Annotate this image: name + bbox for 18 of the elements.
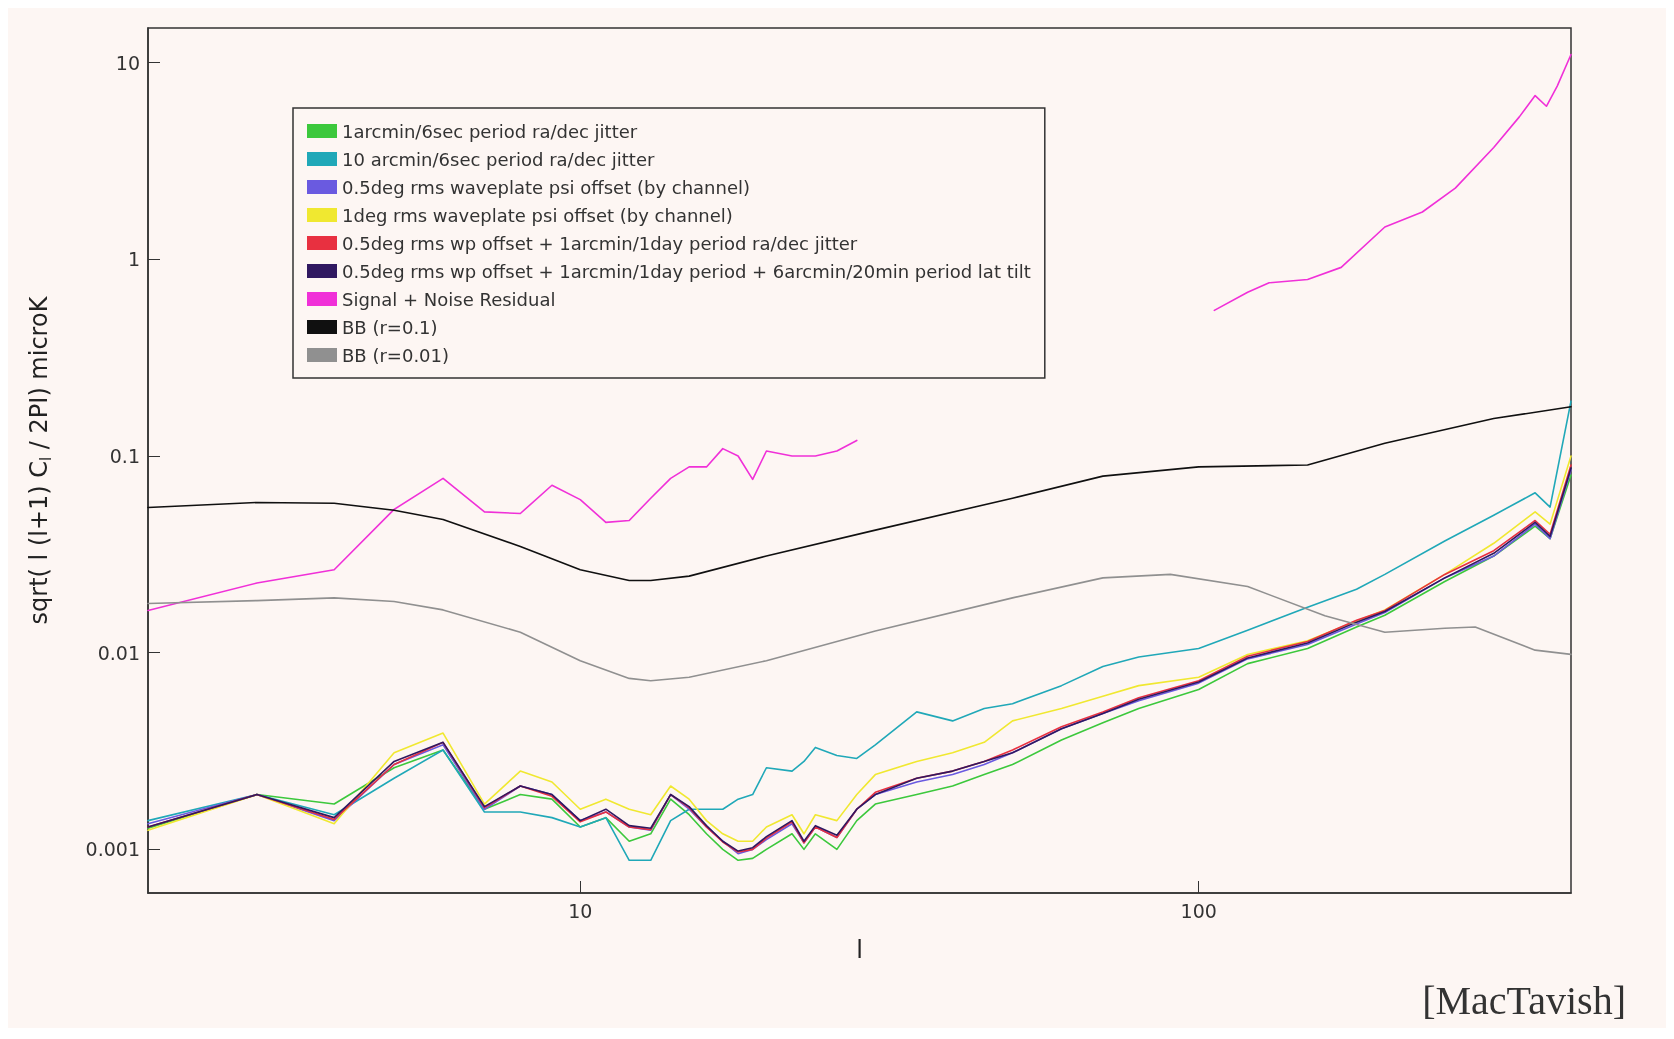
legend-label: BB (r=0.01) bbox=[342, 344, 450, 366]
legend-label: 1arcmin/6sec period ra/dec jitter bbox=[342, 120, 638, 142]
legend-label: 0.5deg rms wp offset + 1arcmin/1day period ra/dec jitter bbox=[342, 232, 858, 254]
legend-label: 0.5deg rms wp offset + 1arcmin/1day period + 6arcmin/20min period lat tilt bbox=[342, 260, 1031, 282]
legend-label: Signal + Noise Residual bbox=[342, 288, 556, 310]
legend-label: 10 arcmin/6sec period ra/dec jitter bbox=[342, 148, 655, 170]
y-tick-label: 0.01 bbox=[97, 641, 140, 664]
y-tick-label: 0.001 bbox=[85, 838, 140, 861]
x-axis-title: l bbox=[856, 936, 863, 964]
y-tick-label: 10 bbox=[115, 51, 140, 74]
legend-label: 1deg rms waveplate psi offset (by channel) bbox=[342, 204, 733, 226]
legend-label: BB (r=0.1) bbox=[342, 316, 438, 338]
x-tick-label: 100 bbox=[1180, 899, 1217, 922]
text: [MacTavish] bbox=[1422, 977, 1627, 1023]
y-tick-label: 0.1 bbox=[109, 445, 140, 467]
legend-label: 0.5deg rms waveplate psi offset (by channel) bbox=[342, 176, 751, 198]
y-tick-label: 1 bbox=[127, 248, 140, 271]
y-axis-title: sqrt( l (l+1) Cl / 2PI) microK bbox=[24, 295, 55, 625]
